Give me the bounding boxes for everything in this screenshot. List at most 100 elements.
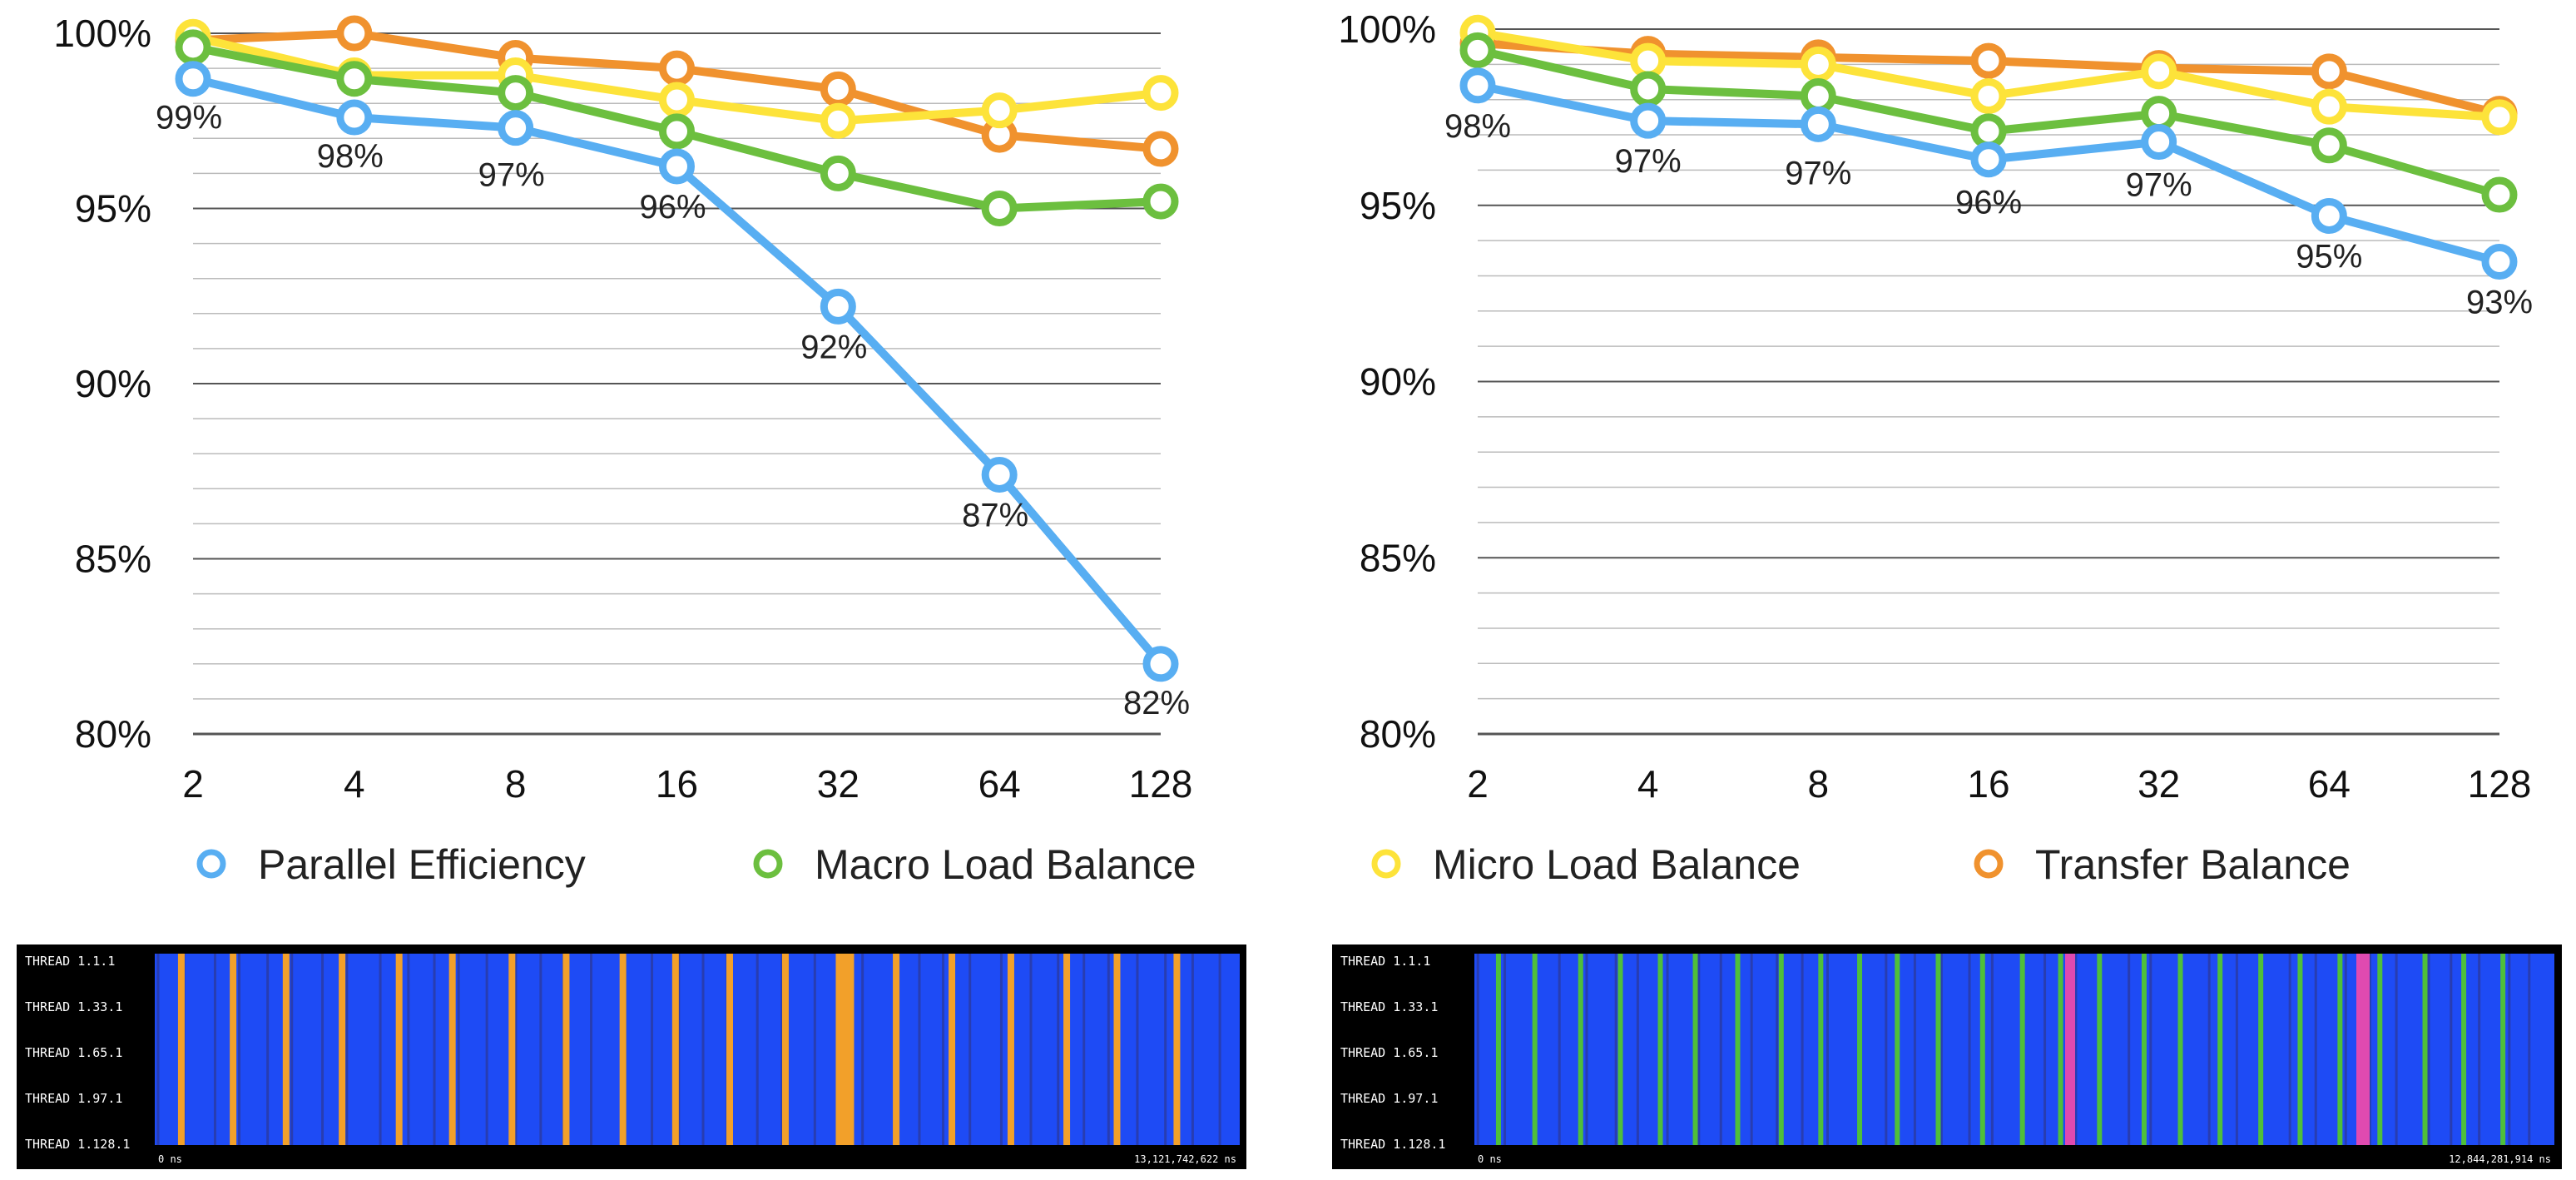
data-point <box>2141 53 2177 90</box>
thread-label: THREAD 1.128.1 <box>1340 1137 1445 1152</box>
trace-column <box>2368 954 2371 1145</box>
trace-stripe <box>1657 954 1663 1145</box>
trace-view-right: THREAD 1.1.1 THREAD 1.33.1 THREAD 1.65.1 TH… <box>1332 944 2562 1169</box>
trace-stripe <box>2377 954 2383 1145</box>
trace-column <box>651 954 654 1145</box>
legend-label: Transfer Balance <box>2035 841 2351 888</box>
trace-column <box>1801 954 1804 1145</box>
trace-column <box>514 954 518 1145</box>
x-tick-label: 64 <box>2308 762 2351 806</box>
trace-stripe <box>230 954 237 1145</box>
trace-stripe <box>1063 954 1071 1145</box>
thread-label: THREAD 1.97.1 <box>25 1091 122 1106</box>
data-point <box>820 71 856 107</box>
trace-plot <box>155 954 1240 1145</box>
trace-stripe <box>2422 954 2428 1145</box>
data-point <box>2481 244 2518 280</box>
trace-column <box>1719 954 1722 1145</box>
trace-end-label: 13,121,742,622 ns <box>1134 1153 1236 1165</box>
legend-marker <box>753 849 783 879</box>
thread-label: THREAD 1.33.1 <box>1340 999 1438 1014</box>
data-point <box>1142 75 1179 112</box>
trace-stripe <box>2177 954 2183 1145</box>
data-point <box>2311 53 2347 90</box>
data-point <box>1630 102 1667 139</box>
legend-label: Parallel Efficiency <box>258 841 586 888</box>
y-tick-label: 100% <box>53 12 151 55</box>
trace-column <box>942 954 945 1145</box>
trace-column <box>2043 954 2047 1145</box>
trace-column <box>2344 954 2347 1145</box>
legend-marker <box>1371 849 1401 879</box>
trace-column <box>1750 954 1753 1145</box>
data-point <box>1970 141 2007 178</box>
thread-label: THREAD 1.1.1 <box>25 954 115 969</box>
trace-stripe <box>1935 954 1941 1145</box>
x-tick-label: 8 <box>1808 762 1830 806</box>
trace-stripe <box>2019 954 2025 1145</box>
x-tick-label: 64 <box>978 762 1021 806</box>
trace-stripe <box>448 954 456 1145</box>
trace-column <box>156 954 160 1145</box>
data-point <box>1800 77 1836 114</box>
data-point <box>1970 113 2007 150</box>
trace-end-label: 12,844,281,914 ns <box>2449 1153 2551 1165</box>
data-point <box>336 15 373 52</box>
trace-column <box>701 954 705 1145</box>
data-point <box>2311 127 2347 164</box>
trace-column <box>2074 954 2078 1145</box>
data-label: 97% <box>2126 167 2192 204</box>
trace-stripe <box>1692 954 1698 1145</box>
trace-stripe <box>1532 954 1538 1145</box>
thread-label: THREAD 1.128.1 <box>25 1137 130 1152</box>
trace-column <box>1776 954 1779 1145</box>
legend: Parallel Efficiency Macro Load Balance Mic… <box>196 841 2351 888</box>
x-tick-label: 2 <box>1467 762 1489 806</box>
trace-column <box>1136 954 1139 1145</box>
data-point <box>1142 646 1179 682</box>
trace-column <box>1476 954 1479 1145</box>
data-point <box>820 155 856 191</box>
data-point <box>659 82 695 118</box>
data-point <box>2311 88 2347 125</box>
trace-stripe <box>671 954 679 1145</box>
data-label: 98% <box>1444 108 1511 145</box>
trace-column <box>1666 954 1669 1145</box>
data-label: 96% <box>1955 185 2022 221</box>
trace-stripe <box>1818 954 1824 1145</box>
data-point <box>820 288 856 325</box>
chart-right: 80% 85% 90% 95% 100% 2 4 8 16 32 64 128 98% 97% 97% 96%… <box>1338 7 2533 806</box>
trace-stripe <box>1173 954 1181 1145</box>
trace-column <box>290 954 294 1145</box>
trace-column <box>345 954 349 1145</box>
legend-marker <box>196 849 226 879</box>
trace-column <box>2149 954 2152 1145</box>
trace-stripe <box>619 954 627 1145</box>
data-point <box>336 99 373 136</box>
trace-column <box>1558 954 1561 1145</box>
trace-column <box>861 954 864 1145</box>
trace-column <box>407 954 410 1145</box>
trace-column <box>755 954 759 1145</box>
y-tick-label: 90% <box>75 362 151 405</box>
trace-view-left: THREAD 1.1.1 THREAD 1.33.1 THREAD 1.65.1 TH… <box>17 944 1246 1169</box>
chart-left: 80% 85% 90% 95% 100% 2 4 8 16 32 64 128 99% 98% 97% 96%… <box>53 12 1192 806</box>
data-point <box>1142 131 1179 167</box>
data-label: 98% <box>317 138 384 175</box>
trace-stripe <box>177 954 185 1145</box>
thread-label: THREAD 1.65.1 <box>1340 1045 1438 1060</box>
trace-column <box>1585 954 1588 1145</box>
y-tick-label: 85% <box>1360 536 1436 579</box>
trace-stripe <box>395 954 403 1145</box>
data-point <box>1800 46 1836 82</box>
data-point <box>820 102 856 139</box>
data-label: 87% <box>962 497 1028 533</box>
data-point <box>1459 32 1496 68</box>
data-point <box>336 61 373 97</box>
x-tick-label: 8 <box>505 762 527 806</box>
trace-column <box>1885 954 1888 1145</box>
data-label: 97% <box>478 157 545 194</box>
data-point <box>1970 42 2007 79</box>
trace-stripe <box>282 954 290 1145</box>
